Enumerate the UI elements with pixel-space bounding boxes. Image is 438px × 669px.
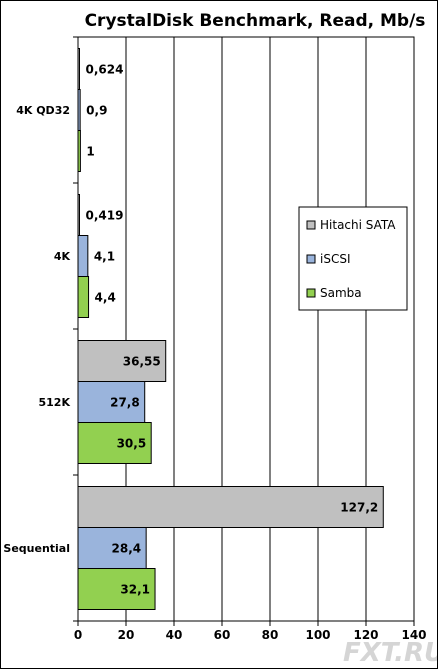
bar: [77, 527, 147, 569]
category-label: 4K QD32: [16, 104, 70, 117]
value-label: 0,624: [86, 63, 124, 77]
value-label: 0,419: [86, 209, 124, 223]
x-tick-label: 140: [401, 628, 426, 642]
x-tick-label: 40: [166, 628, 183, 642]
x-tick-label: 120: [353, 628, 378, 642]
category-label: 4K: [54, 250, 71, 263]
bar: [77, 130, 81, 172]
x-tick-label: 100: [305, 628, 330, 642]
legend-swatch: [306, 220, 316, 230]
value-label: 36,55: [123, 355, 161, 369]
legend-label: iSCSI: [320, 252, 351, 266]
x-tick-label: 80: [262, 628, 279, 642]
legend-swatch: [306, 254, 316, 264]
category-labels: 4K QD32 4K 512K Sequential: [3, 104, 70, 555]
value-label: 30,5: [117, 437, 147, 451]
legend-box: [298, 206, 408, 311]
bar: [77, 568, 156, 610]
bar: [77, 235, 89, 277]
bar: [77, 276, 90, 318]
x-tick-label: 20: [118, 628, 135, 642]
bar: [77, 194, 80, 236]
value-label: 0,9: [86, 104, 107, 118]
bar: [77, 48, 80, 90]
x-axis-ticks: 0 20 40 60 80 100 120 140: [73, 36, 427, 642]
x-tick-label: 60: [214, 628, 231, 642]
value-label: 1: [86, 145, 94, 159]
value-label: 28,4: [112, 542, 142, 556]
x-tick-label: 0: [74, 628, 82, 642]
legend-label: Samba: [320, 286, 362, 300]
value-label: 27,8: [110, 396, 140, 410]
value-label: 4,4: [95, 291, 116, 305]
legend-label: Hitachi SATA: [320, 218, 396, 232]
watermark: FXT.RU: [343, 638, 437, 668]
bar: [77, 422, 152, 464]
legend-swatch: [306, 288, 316, 298]
bars: [77, 48, 384, 610]
value-labels: 0,624 0,9 1 0,419 4,1 4,4 36,55 27,8 30,5 127,2 28…: [86, 63, 379, 597]
value-label: 127,2: [340, 501, 378, 515]
bar: [77, 89, 81, 131]
chart-title: CrystalDisk Benchmark, Read, Mb/s: [85, 11, 426, 31]
value-label: 32,1: [120, 583, 150, 597]
value-label: 4,1: [94, 250, 115, 264]
category-label: Sequential: [3, 542, 70, 555]
bar: [77, 486, 384, 528]
category-label: 512K: [39, 396, 71, 409]
legend: Hitachi SATA iSCSI Samba: [298, 206, 408, 311]
